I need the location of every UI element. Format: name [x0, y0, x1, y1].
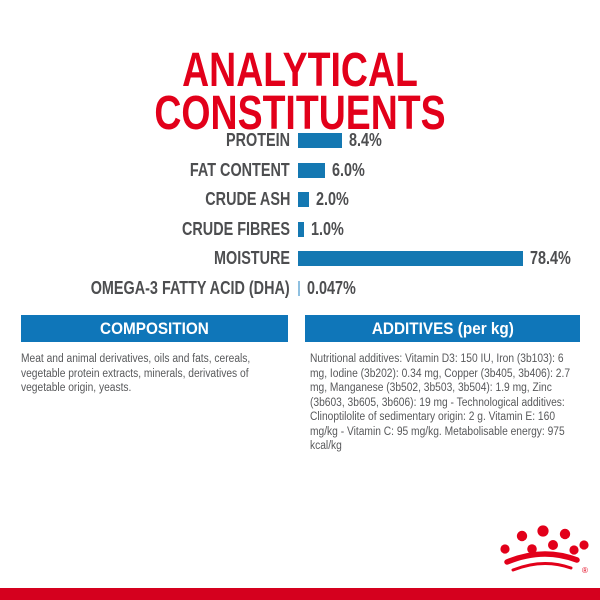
additives-header-label: ADDITIVES (per kg) — [371, 318, 514, 338]
analytical-constituents-bar-chart: PROTEIN 8.4% FAT CONTENT 6.0% CRUDE ASH … — [0, 126, 600, 303]
chart-value-label: 8.4% — [349, 130, 382, 151]
chart-value-label: 78.4% — [530, 248, 571, 269]
additives-text: Nutritional additives: Vitamin D3: 150 I… — [310, 353, 571, 452]
chart-category-label: CRUDE FIBRES — [181, 218, 290, 239]
bar-wrap: 2.0% — [298, 189, 357, 210]
chart-value-label: 6.0% — [332, 159, 365, 180]
bar-wrap: 1.0% — [298, 219, 352, 240]
bottom-red-bar — [0, 588, 600, 600]
composition-header-label: COMPOSITION — [100, 318, 209, 338]
chart-value-label: 0.047% — [307, 277, 356, 298]
chart-category-label: CRUDE ASH — [204, 189, 290, 210]
chart-category-label: PROTEIN — [225, 130, 290, 151]
chart-value-label: 2.0% — [316, 189, 349, 210]
chart-category-label: FAT CONTENT — [190, 159, 290, 180]
title-line-1: ANALYTICAL — [182, 44, 418, 98]
bar — [298, 192, 309, 208]
bar-wrap: 78.4% — [298, 248, 581, 269]
bar — [298, 221, 304, 237]
additives-header: ADDITIVES (per kg) — [305, 315, 580, 342]
chart-row: OMEGA-3 FATTY ACID (DHA) 0.047% — [0, 274, 600, 304]
chart-category-label: OMEGA-3 FATTY ACID (DHA) — [91, 277, 290, 298]
bar-wrap: 8.4% — [298, 130, 390, 151]
bar — [298, 251, 523, 267]
composition-header: COMPOSITION — [21, 315, 288, 342]
chart-row: CRUDE FIBRES 1.0% — [0, 215, 600, 245]
chart-category-label: MOISTURE — [213, 248, 290, 269]
bar — [298, 133, 342, 149]
chart-row: FAT CONTENT 6.0% — [0, 156, 600, 186]
chart-row: CRUDE ASH 2.0% — [0, 185, 600, 215]
title-line-2: CONSTITUENTS — [154, 87, 446, 141]
composition-text: Meat and animal derivatives, oils and fa… — [21, 353, 251, 394]
bar-wrap: 6.0% — [298, 160, 373, 181]
chart-value-label: 1.0% — [311, 218, 344, 239]
royal-canin-crown-logo: ® — [500, 525, 589, 575]
registered-mark: ® — [582, 566, 588, 575]
page-title: ANALYTICAL CONSTITUENTS — [0, 44, 600, 141]
bar — [298, 162, 325, 178]
bar — [298, 280, 300, 296]
chart-row: MOISTURE 78.4% — [0, 244, 600, 274]
bar-wrap: 0.047% — [298, 278, 368, 299]
chart-row: PROTEIN 8.4% — [0, 126, 600, 156]
